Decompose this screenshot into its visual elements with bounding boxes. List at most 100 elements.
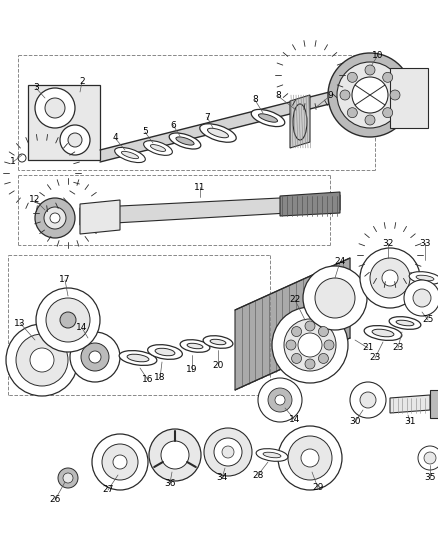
Text: 6: 6 xyxy=(170,120,176,130)
Text: 24: 24 xyxy=(334,257,346,266)
Circle shape xyxy=(204,428,252,476)
Text: 21: 21 xyxy=(362,343,374,352)
Circle shape xyxy=(352,77,388,113)
Circle shape xyxy=(360,392,376,408)
Ellipse shape xyxy=(200,124,236,142)
Text: 22: 22 xyxy=(290,295,300,304)
Ellipse shape xyxy=(389,317,421,329)
Ellipse shape xyxy=(263,452,281,458)
Circle shape xyxy=(113,455,127,469)
Circle shape xyxy=(347,108,357,118)
Circle shape xyxy=(360,248,420,308)
Circle shape xyxy=(382,270,398,286)
Circle shape xyxy=(390,90,400,100)
Ellipse shape xyxy=(372,329,394,337)
Circle shape xyxy=(328,53,412,137)
Polygon shape xyxy=(80,200,120,234)
Text: 10: 10 xyxy=(372,51,384,60)
Circle shape xyxy=(350,382,386,418)
Circle shape xyxy=(318,327,328,336)
Circle shape xyxy=(60,125,90,155)
Circle shape xyxy=(365,65,375,75)
Polygon shape xyxy=(430,390,438,418)
Text: 17: 17 xyxy=(59,276,71,285)
Circle shape xyxy=(315,278,355,318)
Text: 25: 25 xyxy=(422,316,434,325)
Ellipse shape xyxy=(121,151,138,159)
Polygon shape xyxy=(280,192,340,216)
Ellipse shape xyxy=(256,449,288,462)
Circle shape xyxy=(214,438,242,466)
Circle shape xyxy=(6,324,78,396)
Text: 3: 3 xyxy=(33,84,39,93)
Circle shape xyxy=(288,436,332,480)
Circle shape xyxy=(35,88,75,128)
Circle shape xyxy=(44,207,66,229)
Ellipse shape xyxy=(208,128,229,138)
Text: 13: 13 xyxy=(14,319,26,327)
Polygon shape xyxy=(390,395,430,413)
Circle shape xyxy=(46,298,90,342)
Circle shape xyxy=(340,90,350,100)
Ellipse shape xyxy=(176,137,194,145)
Ellipse shape xyxy=(148,345,182,359)
Ellipse shape xyxy=(364,326,402,341)
Circle shape xyxy=(424,452,436,464)
Ellipse shape xyxy=(187,343,203,349)
Circle shape xyxy=(30,348,54,372)
Ellipse shape xyxy=(150,144,166,151)
Circle shape xyxy=(45,98,65,118)
Text: 16: 16 xyxy=(142,376,154,384)
Circle shape xyxy=(284,319,336,371)
Text: 26: 26 xyxy=(49,496,61,505)
Text: 23: 23 xyxy=(369,353,381,362)
Circle shape xyxy=(60,312,76,328)
Ellipse shape xyxy=(258,114,278,122)
Text: 36: 36 xyxy=(164,479,176,488)
Text: 32: 32 xyxy=(382,238,394,247)
Text: 4: 4 xyxy=(112,133,118,142)
Text: 33: 33 xyxy=(419,238,431,247)
Circle shape xyxy=(258,378,302,422)
Ellipse shape xyxy=(144,141,173,155)
Circle shape xyxy=(89,351,101,363)
Circle shape xyxy=(275,395,285,405)
Text: 30: 30 xyxy=(349,417,361,426)
Polygon shape xyxy=(100,78,385,162)
Circle shape xyxy=(63,473,73,483)
Circle shape xyxy=(272,307,348,383)
Text: 2: 2 xyxy=(79,77,85,86)
Ellipse shape xyxy=(115,148,145,163)
Circle shape xyxy=(149,429,201,481)
Text: 7: 7 xyxy=(204,112,210,122)
Circle shape xyxy=(286,340,296,350)
Circle shape xyxy=(68,133,82,147)
Ellipse shape xyxy=(127,354,149,362)
Ellipse shape xyxy=(251,109,285,126)
Bar xyxy=(28,85,100,160)
Circle shape xyxy=(70,332,120,382)
Circle shape xyxy=(50,213,60,223)
Circle shape xyxy=(161,441,189,469)
Circle shape xyxy=(222,446,234,458)
Text: 1: 1 xyxy=(10,157,16,166)
Polygon shape xyxy=(80,195,340,225)
Ellipse shape xyxy=(119,351,157,366)
Text: 23: 23 xyxy=(392,343,404,352)
Circle shape xyxy=(305,321,315,331)
Text: 11: 11 xyxy=(194,182,206,191)
Circle shape xyxy=(413,289,431,307)
Circle shape xyxy=(35,198,75,238)
Circle shape xyxy=(303,266,367,330)
Text: 5: 5 xyxy=(142,127,148,136)
Circle shape xyxy=(337,62,403,128)
Circle shape xyxy=(36,288,100,352)
Ellipse shape xyxy=(155,348,175,356)
Circle shape xyxy=(318,353,328,364)
Circle shape xyxy=(404,280,438,316)
Circle shape xyxy=(365,115,375,125)
Text: 8: 8 xyxy=(252,95,258,104)
Circle shape xyxy=(305,359,315,369)
Text: 27: 27 xyxy=(102,486,114,495)
Text: 9: 9 xyxy=(327,92,333,101)
